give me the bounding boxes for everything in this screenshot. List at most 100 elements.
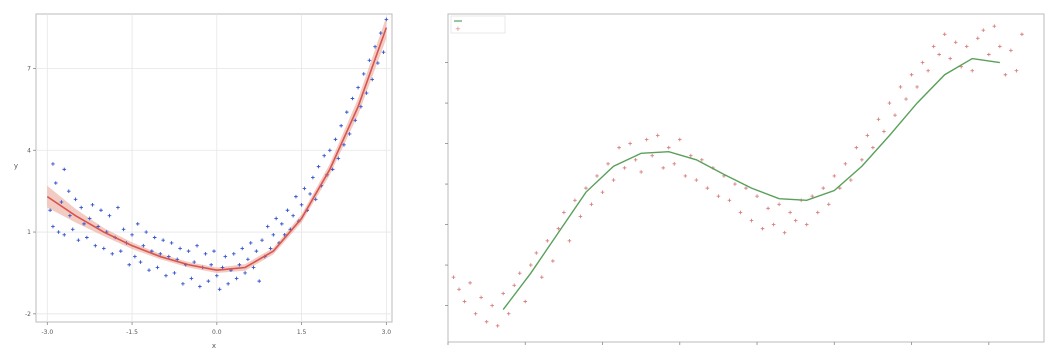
left-scatter-point (198, 284, 202, 289)
right-scatter-point (683, 174, 688, 178)
right-scatter-point (584, 186, 588, 190)
right-scatter-point (666, 145, 671, 150)
right-scatter-point (826, 202, 831, 207)
right-scatter-point (705, 186, 710, 190)
right-scatter-point (860, 157, 864, 162)
left-scatter-point (336, 156, 341, 161)
left-scatter-point (271, 232, 276, 237)
right-scatter-point (644, 137, 649, 142)
left-scatter-point (62, 232, 67, 237)
left-scatter-point (102, 246, 106, 251)
right-scatter-point (639, 170, 643, 174)
left-scatter-point (231, 252, 236, 256)
left-scatter-point (342, 143, 346, 147)
right-scatter-point (551, 259, 555, 263)
right-scatter-point (506, 311, 511, 316)
left-scatter-point (59, 200, 64, 204)
left-scatter-point (169, 241, 174, 245)
right-scatter-point (953, 40, 958, 45)
right-scatter-point (904, 97, 908, 101)
right-scatter-point (970, 68, 975, 73)
left-scatter-point (280, 222, 284, 226)
right-trend-line (502, 57, 1000, 311)
right-scatter-point (617, 145, 621, 150)
right-scatter-point (479, 295, 483, 300)
right-scatter-point (838, 186, 842, 190)
left-scatter-point (356, 85, 360, 90)
left-scatter-point (110, 252, 115, 256)
right-scatter-point (915, 85, 919, 89)
left-plot-area (35, 13, 393, 323)
right-scatter-point (523, 299, 528, 304)
right-scatter-point (512, 283, 517, 288)
left-scatter-point (370, 77, 375, 82)
left-scatter-point (116, 205, 120, 210)
right-chart: + (445, 13, 1045, 345)
right-scatter-point (804, 222, 809, 227)
left-scatter-point (328, 148, 332, 153)
left-scatter-point (85, 235, 89, 240)
right-plot-area (447, 13, 1045, 343)
right-scatter-point (749, 218, 754, 223)
right-scatter-point (700, 157, 704, 162)
right-scatter-point (882, 129, 886, 134)
left-scatter-point (135, 222, 140, 226)
right-scatter-point (744, 186, 748, 190)
left-y-tick-label: 7 (27, 66, 31, 73)
left-scatter-point (56, 230, 61, 234)
left-scatter-point (62, 167, 67, 172)
left-scatter-point (322, 153, 326, 158)
right-scatter-point (661, 166, 666, 170)
right-scatter-point (766, 206, 770, 211)
left-scatter-point (361, 72, 366, 76)
left-scatter-point (192, 260, 197, 264)
left-scatter-point (299, 202, 304, 207)
left-scatter-point (93, 243, 98, 248)
left-scatter-point (178, 246, 182, 251)
right-scatter-point (793, 218, 798, 223)
left-scatter-point (274, 216, 278, 221)
left-scatter-point (99, 208, 103, 213)
left-scatter-point (223, 254, 228, 259)
left-scatter-point (155, 265, 160, 270)
left-scatter-point (138, 260, 143, 264)
right-scatter-point (777, 202, 781, 207)
right-scatter-point (573, 198, 577, 203)
left-scatter-point (90, 202, 95, 207)
right-scatter-point (948, 56, 952, 61)
left-x-tick-label: -3.0 (41, 329, 53, 336)
left-scatter-point (246, 257, 250, 262)
right-scatter-point (600, 190, 605, 194)
left-x-tick-label: 3.0 (382, 329, 392, 336)
left-scatter-point (364, 91, 369, 95)
left-scatter-point (347, 132, 352, 136)
right-scatter-point (849, 178, 853, 182)
left-y-axis-label: y (14, 162, 18, 170)
right-scatter-point (473, 311, 478, 316)
right-scatter-point (540, 275, 544, 280)
right-scatter-point (810, 194, 815, 199)
right-scatter-point (606, 162, 610, 166)
right-scatter-point (782, 230, 787, 235)
left-x-tick-label: 0.0 (212, 329, 222, 336)
left-x-tick-label: 1.5 (297, 329, 307, 336)
left-scatter-point (161, 238, 165, 243)
right-scatter-point (1003, 72, 1008, 77)
right-scatter-point (611, 178, 616, 182)
right-scatter-point (998, 44, 1002, 49)
right-scatter-point (854, 145, 859, 150)
left-scatter-point (118, 249, 123, 253)
left-scatter-point (302, 186, 307, 191)
left-scatter-point (73, 197, 78, 202)
left-scatter-point (127, 262, 132, 267)
right-scatter-point (981, 28, 986, 32)
legend-marker-swatch: + (455, 25, 461, 33)
left-scatter-point (215, 273, 219, 278)
right-scatter-point (578, 214, 583, 219)
left-scatter-point (152, 235, 157, 240)
left-scatter-point (311, 175, 315, 180)
left-scatter-point (150, 249, 154, 253)
left-scatter-point (158, 252, 163, 256)
right-scatter-point (534, 251, 539, 255)
